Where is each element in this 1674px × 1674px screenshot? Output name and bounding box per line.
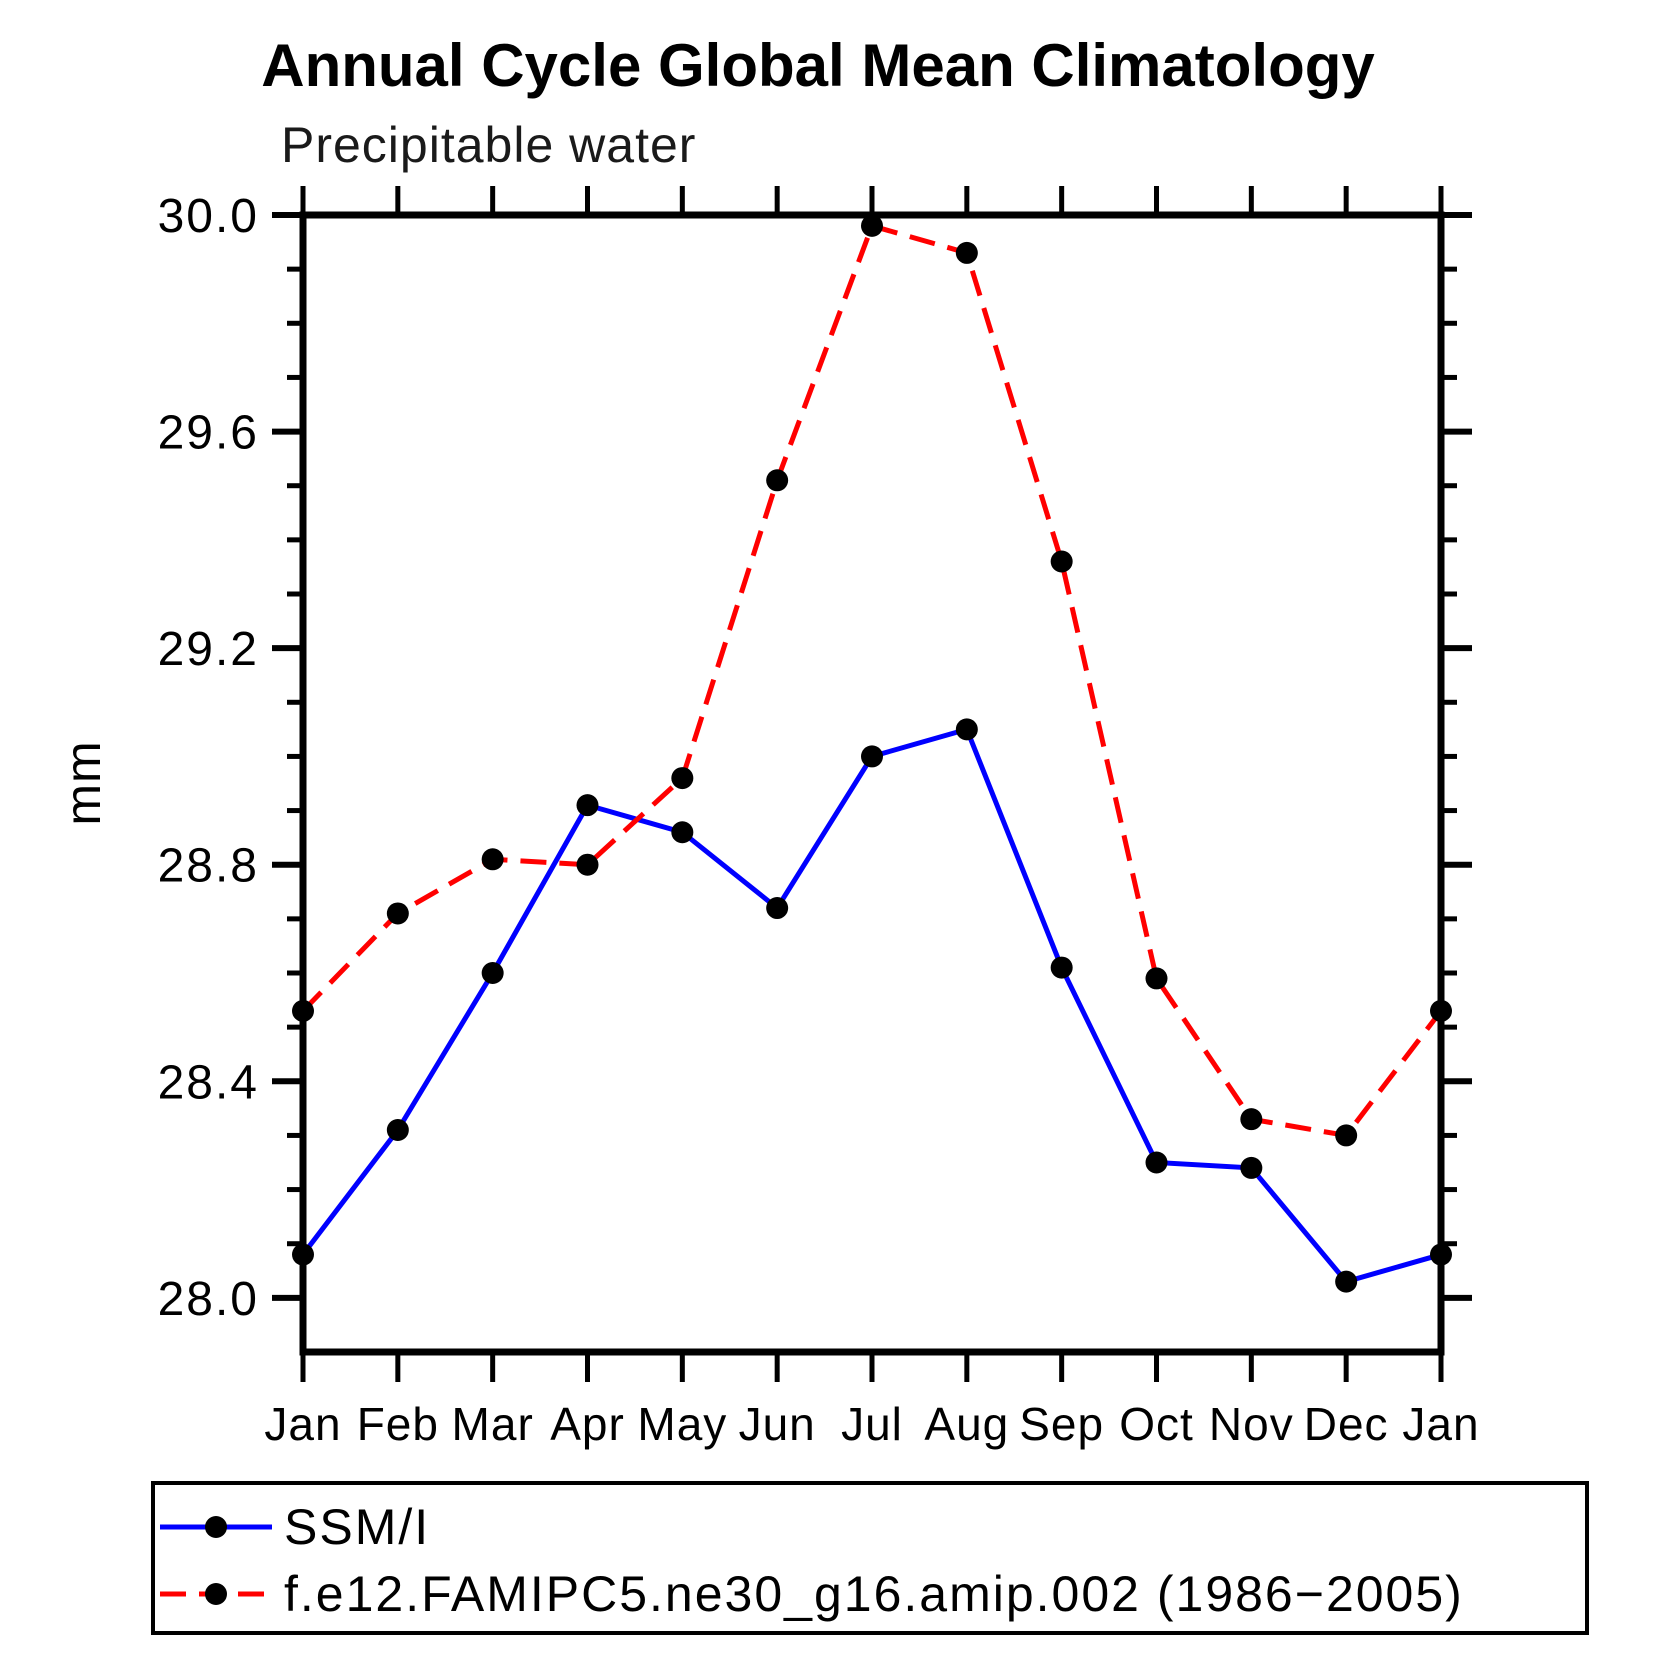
x-tick-label: Sep bbox=[1019, 1398, 1104, 1450]
data-point-1-Nov bbox=[1240, 1108, 1263, 1131]
legend-label-ssmi: SSM/I bbox=[284, 1499, 430, 1555]
chart-title: Annual Cycle Global Mean Climatology bbox=[261, 32, 1375, 99]
data-point-0-Feb bbox=[386, 1119, 409, 1142]
y-tick-label: 29.2 bbox=[158, 623, 259, 676]
data-point-1-Feb bbox=[386, 902, 409, 925]
data-point-1-Dec bbox=[1335, 1124, 1358, 1147]
x-tick-label: Mar bbox=[452, 1398, 534, 1450]
data-point-0-Jan bbox=[292, 1243, 314, 1266]
series-line-1 bbox=[301, 222, 1443, 1139]
data-point-0-Oct bbox=[1145, 1151, 1168, 1174]
y-tick-label: 28.4 bbox=[158, 1056, 259, 1109]
data-point-0-Jan bbox=[1430, 1243, 1452, 1266]
data-point-1-Jun bbox=[766, 469, 789, 492]
y-tick-label: 30.0 bbox=[158, 190, 259, 243]
data-point-0-Nov bbox=[1240, 1156, 1263, 1179]
x-tick-label: Jul bbox=[841, 1398, 903, 1450]
x-tick-label: Jun bbox=[739, 1398, 816, 1450]
x-tick-label: Jan bbox=[264, 1398, 341, 1450]
x-tick-label: Aug bbox=[924, 1398, 1009, 1450]
y-tick-label: 29.6 bbox=[158, 407, 259, 460]
data-point-1-Sep bbox=[1050, 550, 1073, 573]
data-point-1-Apr bbox=[576, 853, 599, 876]
data-point-0-Aug bbox=[955, 718, 978, 741]
data-point-0-May bbox=[671, 821, 694, 844]
plot-frame bbox=[299, 211, 1445, 1356]
data-point-0-Apr bbox=[576, 794, 599, 817]
data-point-1-Mar bbox=[481, 848, 504, 871]
y-tick-label: 28.8 bbox=[158, 840, 259, 893]
data-point-1-Jan bbox=[292, 999, 314, 1022]
x-tick-label: Nov bbox=[1209, 1398, 1294, 1450]
y-tick-label: 28.0 bbox=[158, 1273, 259, 1326]
legend-sample-marker-1 bbox=[205, 1583, 227, 1605]
data-point-1-Oct bbox=[1145, 967, 1168, 990]
chart-subtitle: Precipitable water bbox=[281, 117, 696, 173]
y-axis-label: mm bbox=[55, 740, 111, 825]
data-point-1-May bbox=[671, 767, 694, 790]
data-point-1-Jul bbox=[861, 214, 883, 237]
data-point-0-Dec bbox=[1335, 1270, 1358, 1293]
series-line-0 bbox=[301, 726, 1442, 1285]
data-point-1-Aug bbox=[955, 241, 978, 264]
data-point-0-Jul bbox=[861, 745, 883, 768]
data-point-1-Jan bbox=[1430, 999, 1452, 1022]
x-tick-label: May bbox=[637, 1398, 727, 1450]
x-tick-label: Oct bbox=[1119, 1398, 1194, 1450]
data-point-0-Sep bbox=[1050, 956, 1073, 979]
x-tick-label: Apr bbox=[550, 1398, 625, 1450]
x-tick-label: Jan bbox=[1402, 1398, 1479, 1450]
x-tick-label: Dec bbox=[1304, 1398, 1389, 1450]
legend-label-model: f.e12.FAMIPC5.ne30_g16.amip.002 (1986−20… bbox=[284, 1566, 1464, 1622]
legend-sample-marker-0 bbox=[205, 1516, 227, 1538]
legend-box bbox=[151, 1481, 1589, 1635]
data-point-0-Jun bbox=[766, 897, 789, 920]
data-point-0-Mar bbox=[481, 962, 504, 984]
x-tick-label: Feb bbox=[357, 1398, 439, 1450]
